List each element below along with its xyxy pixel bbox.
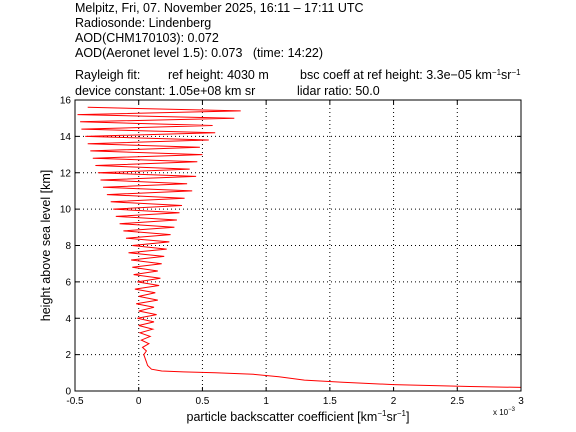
x-multiplier-base: x 10 bbox=[493, 408, 509, 417]
x-tick-label: 0.5 bbox=[195, 396, 209, 407]
y-tick-label: 12 bbox=[60, 168, 72, 179]
header-line-2: Radiosonde: Lindenberg bbox=[75, 16, 212, 30]
x-tick-label: 2.5 bbox=[450, 396, 464, 407]
header-line-3: AOD(CHM170103): 0.072 bbox=[75, 31, 219, 45]
x-tick-label: -0.5 bbox=[66, 396, 84, 407]
ref-height: ref height: 4030 m bbox=[168, 68, 269, 82]
header-line-1: Melpitz, Fri, 07. November 2025, 16:11 –… bbox=[75, 1, 364, 15]
y-tick-label: 14 bbox=[60, 132, 72, 143]
x-tick-label: 1 bbox=[263, 396, 269, 407]
bsc-coeff-sup-2: −1 bbox=[511, 68, 521, 77]
bsc-coeff-text: bsc coeff at ref height: 3.3e−05 km bbox=[300, 68, 492, 82]
x-label-end: ] bbox=[406, 410, 409, 424]
grid bbox=[75, 100, 521, 391]
x-multiplier-exp: −3 bbox=[508, 407, 516, 413]
bsc-coeff: bsc coeff at ref height: 3.3e−05 km−1sr−… bbox=[300, 68, 521, 82]
x-tick-label: 0 bbox=[136, 396, 142, 407]
y-tick-label: 8 bbox=[65, 241, 71, 252]
y-tick-label: 2 bbox=[65, 350, 71, 361]
x-axis-multiplier: x 10−3 bbox=[493, 407, 516, 417]
x-label-sup-2: −1 bbox=[397, 409, 407, 418]
x-label-sr: sr bbox=[386, 410, 396, 424]
x-tick-label: 3 bbox=[518, 396, 524, 407]
y-axis-label: height above sea level [km] bbox=[39, 170, 53, 321]
x-label-main: particle backscatter coefficient [km bbox=[187, 410, 378, 424]
y-tick-label: 0 bbox=[65, 387, 71, 398]
bsc-coeff-sup-1: −1 bbox=[491, 68, 502, 77]
device-constant: device constant: 1.05e+08 km sr bbox=[75, 84, 256, 98]
x-tick-label: 1.5 bbox=[323, 396, 337, 407]
rayleigh-label: Rayleigh fit: bbox=[75, 68, 141, 82]
x-tick-label: 2 bbox=[391, 396, 397, 407]
y-tick-label: 10 bbox=[60, 205, 72, 216]
y-tick-label: 6 bbox=[65, 277, 71, 288]
header-line-4: AOD(Aeronet level 1.5): 0.073 (time: 14:… bbox=[75, 46, 324, 60]
bsc-coeff-sr: sr bbox=[501, 68, 512, 82]
x-axis-label: particle backscatter coefficient [km−1sr… bbox=[187, 409, 410, 424]
backscatter-profile-line bbox=[77, 106, 522, 388]
y-tick-label: 4 bbox=[65, 314, 71, 325]
y-tick-label: 16 bbox=[60, 96, 72, 107]
x-label-sup-1: −1 bbox=[377, 409, 387, 418]
lidar-ratio: lidar ratio: 50.0 bbox=[297, 84, 380, 98]
